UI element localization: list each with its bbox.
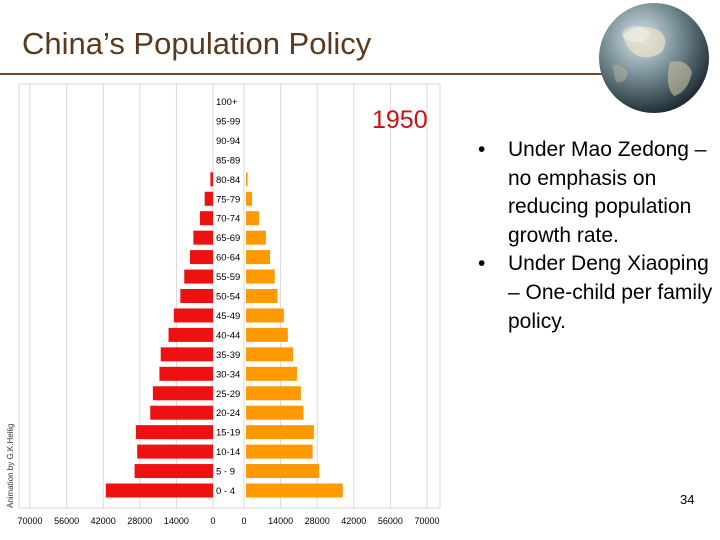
age-group-label: 75-79 [216,194,240,205]
bar-right [246,327,288,342]
x-tick-label: 28000 [127,516,152,526]
age-group-label: 95-99 [216,116,240,127]
age-group-label: 20-24 [216,408,240,419]
x-tick-label: 28000 [305,516,330,526]
age-group-label: 35-39 [216,350,240,361]
bar-left [168,327,213,342]
age-group-label: 25-29 [216,389,240,400]
age-group-label: 0 - 4 [216,486,235,497]
age-group-label: 30-34 [216,369,240,380]
bullet-item-2: • Under Deng Xiaoping – One-child per fa… [478,250,718,336]
age-group-label: 80-84 [216,175,240,186]
bar-left [173,308,213,323]
male-bars [105,172,213,498]
bar-right [246,483,343,498]
bar-right [246,366,297,381]
year-label: 1950 [372,106,428,134]
age-group-label: 10-14 [216,447,240,458]
bar-right [246,211,260,226]
bar-right [246,444,313,459]
x-tick-label: 42000 [341,516,366,526]
bar-left [159,366,213,381]
page-number: 34 [680,492,695,507]
bar-right [246,191,253,206]
x-tick-label: 0 [210,516,215,526]
bar-right [246,405,304,420]
bar-left [189,250,213,265]
bar-left [134,464,213,479]
chart-frame [18,83,441,509]
globe-image [599,3,709,113]
bar-left [135,425,213,440]
bar-left [199,211,213,226]
age-group-label: 5 - 9 [216,467,235,478]
x-tick-label: 42000 [91,516,116,526]
age-group-label: 50-54 [216,292,240,303]
bar-left [160,347,213,362]
x-tick-label: 70000 [17,516,42,526]
female-gridlines [243,84,428,508]
age-group-label: 55-59 [216,272,240,283]
age-group-label: 85-89 [216,155,240,166]
bar-right [246,464,320,479]
female-axis-ticks: 0 14000 28000 42000 56000 70000 [241,516,439,526]
age-group-label: 15-19 [216,428,240,439]
age-group-label: 100+ [216,97,238,108]
bar-left [150,405,213,420]
age-group-label: 60-64 [216,253,240,264]
bullet-symbol: • [478,138,486,161]
bar-right [246,289,278,303]
bar-left [180,289,213,303]
bar-left [204,191,213,206]
bar-left [184,269,213,284]
bar-left [105,483,213,498]
age-group-label: 70-74 [216,214,240,225]
age-group-labels: 0 - 4 5 - 9 10-14 15-19 20-24 25-29 30-34 35-39… [216,97,240,497]
bar-left [152,386,213,401]
age-group-label: 65-69 [216,233,240,244]
bar-right [246,172,248,187]
x-tick-label: 56000 [378,516,403,526]
x-tick-label: 14000 [268,516,293,526]
bullet-text-1: Under Mao Zedong – no emphasis on reduci… [508,138,707,247]
bar-right [246,230,266,245]
population-pyramid-chart: 0 - 4 5 - 9 10-14 15-19 20-24 25-29 30-34 35-39… [0,78,455,536]
x-tick-label: 70000 [414,516,439,526]
bullet-item-1: • Under Mao Zedong – no emphasis on redu… [478,136,718,250]
x-tick-label: 14000 [164,516,189,526]
x-tick-label: 56000 [54,516,79,526]
x-tick-label: 0 [241,516,246,526]
bar-right [246,269,275,284]
bar-right [246,425,314,440]
age-group-label: 45-49 [216,311,240,322]
age-group-label: 40-44 [216,330,240,341]
bullet-text-2: Under Deng Xiaoping – One-child per fami… [508,252,713,333]
female-bars [246,172,343,498]
bar-right [246,308,284,323]
bar-right [246,347,294,362]
bullet-list: • Under Mao Zedong – no emphasis on redu… [478,136,718,336]
bar-left [210,172,213,187]
bar-left [137,444,213,459]
chart-background [0,78,455,536]
credit-label: Animation by G.K.Heilig [6,424,15,508]
age-group-label: 90-94 [216,136,240,147]
bar-right [246,250,271,265]
bar-left [193,230,213,245]
title-underline [0,73,608,75]
bullet-symbol: • [478,252,486,276]
bar-right [246,386,301,401]
male-axis-ticks: 70000 56000 42000 28000 14000 0 [17,516,215,526]
slide-title: China’s Population Policy [22,26,372,61]
